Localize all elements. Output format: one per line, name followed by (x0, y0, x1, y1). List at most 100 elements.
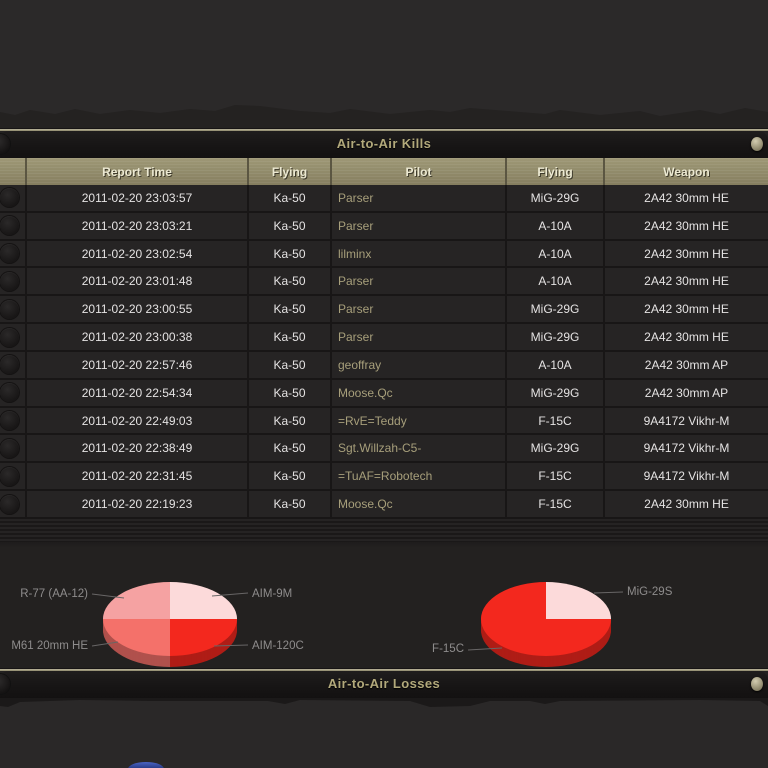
header-report-time[interactable]: Report Time (25, 158, 247, 185)
cell-flying: Ka-50 (247, 491, 330, 517)
cell-weapon: 2A42 30mm HE (603, 296, 768, 323)
row-radio-button[interactable] (0, 244, 19, 264)
header-weapon[interactable]: Weapon (603, 158, 768, 185)
losses-collapse-button[interactable] (751, 677, 763, 691)
cell-target: F-15C (505, 463, 603, 490)
losses-panel-title: Air-to-Air Losses (327, 676, 441, 691)
kills-left-knob-button[interactable] (0, 134, 10, 154)
cell-flying: Ka-50 (247, 324, 330, 350)
header-target-flying[interactable]: Flying (505, 158, 603, 185)
pie-slice-r-77-aa-12- (103, 582, 170, 619)
cell-weapon: 2A42 30mm HE (603, 212, 768, 239)
cell-weapon: 9A4172 Vikhr-M (603, 463, 768, 490)
cell-pilot: lilminx (330, 240, 505, 267)
table-row[interactable]: 2011-02-20 22:38:49 Ka-50 Sgt.Willzah-C5- M… (0, 435, 768, 464)
row-radio-button[interactable] (0, 216, 19, 236)
cell-pilot: Parser (330, 296, 505, 323)
row-radio-button[interactable] (0, 355, 19, 375)
table-row[interactable]: 2011-02-20 23:03:21 Ka-50 Parser A-10A 2A42 … (0, 212, 768, 241)
header-flying[interactable]: Flying (247, 158, 330, 185)
pie-slice-aim-120c (170, 619, 237, 656)
cell-target: A-10A (505, 351, 603, 378)
row-radio-button[interactable] (0, 411, 19, 431)
cell-time: 2011-02-20 23:03:57 (25, 185, 247, 211)
kills-collapse-button[interactable] (751, 137, 763, 151)
cell-time: 2011-02-20 22:31:45 (25, 463, 247, 490)
kills-panel-title: Air-to-Air Kills (336, 136, 432, 151)
pie-slice-m61-20mm-he (103, 619, 170, 656)
header-pilot[interactable]: Pilot (330, 158, 505, 185)
cell-pilot: Parser (330, 268, 505, 295)
row-radio-button[interactable] (0, 327, 19, 347)
cell-time: 2011-02-20 22:57:46 (25, 351, 247, 378)
table-row[interactable]: 2011-02-20 23:02:54 Ka-50 lilminx A-10A 2A42… (0, 240, 768, 269)
row-select-cell (0, 352, 25, 378)
row-radio-button[interactable] (0, 438, 19, 458)
row-select-cell (0, 296, 25, 322)
cell-target: MiG-29G (505, 296, 603, 323)
row-select-cell (0, 491, 25, 517)
cell-flying: Ka-50 (247, 212, 330, 239)
header-select-column (0, 158, 25, 185)
table-row[interactable]: 2011-02-20 22:49:03 Ka-50 =RvE=Teddy F-15C 9… (0, 407, 768, 436)
row-select-cell (0, 268, 25, 294)
table-row[interactable]: 2011-02-20 23:01:48 Ka-50 Parser A-10A 2A42 … (0, 268, 768, 297)
row-radio-button[interactable] (0, 466, 19, 486)
kills-table-body: 2011-02-20 23:03:57 Ka-50 Parser MiG-29G 2A4… (0, 185, 768, 519)
table-row[interactable]: 2011-02-20 23:00:55 Ka-50 Parser MiG-29G 2A4… (0, 296, 768, 325)
cell-pilot: Parser (330, 324, 505, 350)
cell-weapon: 9A4172 Vikhr-M (603, 407, 768, 434)
pie-callout-line (593, 591, 624, 594)
torn-edge-bottom-icon (0, 698, 768, 707)
cell-pilot: Parser (330, 185, 505, 211)
table-row[interactable]: 2011-02-20 22:54:34 Ka-50 Moose.Qc MiG-29G 2… (0, 379, 768, 408)
cell-target: A-10A (505, 268, 603, 295)
cell-flying: Ka-50 (247, 268, 330, 295)
losses-pie-peek (128, 762, 164, 768)
pie-label: MiG-29S (627, 586, 673, 598)
row-radio-button[interactable] (0, 299, 19, 319)
cell-target: F-15C (505, 491, 603, 517)
cell-pilot: Moose.Qc (330, 491, 505, 517)
cell-time: 2011-02-20 23:01:48 (25, 268, 247, 295)
table-row[interactable]: 2011-02-20 23:00:38 Ka-50 Parser MiG-29G 2A4… (0, 324, 768, 352)
row-select-cell (0, 213, 25, 239)
cell-flying: Ka-50 (247, 185, 330, 211)
pie-label: AIM-9M (252, 588, 292, 600)
pie-callout-line (467, 647, 503, 651)
kill-pie-charts: AIM-9M AIM-120C M61 20mm HE R-77 (AA-12) MiG… (11, 582, 673, 667)
table-row[interactable]: 2011-02-20 22:31:45 Ka-50 =TuAF=Robotech F-… (0, 463, 768, 492)
cell-target: A-10A (505, 212, 603, 239)
cell-pilot: Sgt.Willzah-C5- (330, 435, 505, 462)
row-radio-button[interactable] (0, 271, 19, 291)
cell-weapon: 2A42 30mm HE (603, 240, 768, 267)
table-row[interactable]: 2011-02-20 22:57:46 Ka-50 geoffray A-10A 2A4… (0, 351, 768, 380)
kills-panel-top-border (0, 128, 768, 131)
cell-target: MiG-29G (505, 435, 603, 462)
pie-slice-mig-29s (546, 582, 611, 619)
row-select-cell (0, 380, 25, 406)
cell-time: 2011-02-20 23:00:55 (25, 296, 247, 323)
kills-charts-section: AIM-9M AIM-120C M61 20mm HE R-77 (AA-12) MiG… (0, 542, 768, 668)
row-radio-button[interactable] (0, 494, 19, 514)
table-row[interactable]: 2011-02-20 22:19:23 Ka-50 Moose.Qc F-15C 2A4… (0, 491, 768, 519)
cell-weapon: 9A4172 Vikhr-M (603, 435, 768, 462)
cell-pilot: Parser (330, 212, 505, 239)
row-radio-button[interactable] (0, 188, 19, 208)
pie-label: R-77 (AA-12) (20, 588, 88, 600)
row-select-cell (0, 324, 25, 350)
row-radio-button[interactable] (0, 383, 19, 403)
table-row[interactable]: 2011-02-20 23:03:57 Ka-50 Parser MiG-29G 2A4… (0, 185, 768, 213)
losses-panel-titlebar: Air-to-Air Losses (0, 671, 768, 698)
cell-time: 2011-02-20 22:54:34 (25, 379, 247, 406)
cell-time: 2011-02-20 23:03:21 (25, 212, 247, 239)
cell-target: A-10A (505, 240, 603, 267)
pie-callout-line (91, 641, 119, 647)
kills-panel-titlebar: Air-to-Air Kills (0, 131, 768, 158)
losses-left-knob-button[interactable] (0, 674, 10, 694)
cell-time: 2011-02-20 23:02:54 (25, 240, 247, 267)
cell-weapon: 2A42 30mm HE (603, 491, 768, 517)
row-select-cell (0, 185, 25, 211)
cell-time: 2011-02-20 22:19:23 (25, 491, 247, 517)
